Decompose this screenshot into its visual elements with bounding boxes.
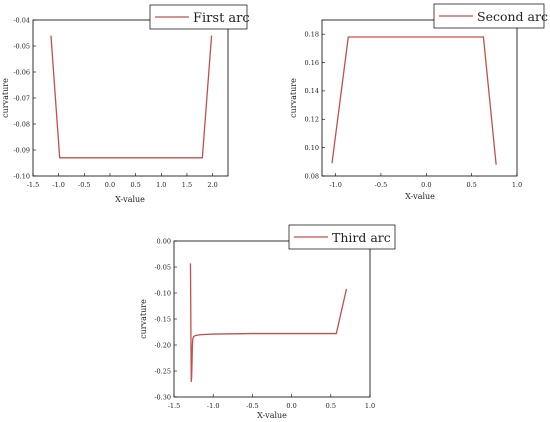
series-line-first-arc <box>50 35 213 159</box>
y-axis-label: curvature <box>289 78 298 118</box>
y-tick-label: -0.10 <box>154 289 171 297</box>
chart-third-arc: X-value curvature Third arc -1.5 -1.0 -0.5… <box>139 224 396 420</box>
x-tick-label: -0.5 <box>246 402 259 410</box>
chart-first-arc: X-value curvature First arc -1.5 -1.0 -0.5… <box>1 4 250 204</box>
y-tick-label: 0.12 <box>305 116 319 124</box>
x-tick-label: 0.5 <box>130 181 140 189</box>
y-tick-label: -0.15 <box>154 315 171 323</box>
y-tick-label: -0.08 <box>13 120 30 128</box>
x-tick-label: -1.0 <box>52 181 65 189</box>
y-tick-label: -0.09 <box>13 146 30 154</box>
x-tick-label: 1.0 <box>365 402 375 410</box>
legend: Third arc <box>288 224 396 250</box>
x-tick-label: 0.0 <box>421 181 431 189</box>
y-tick-label: 0.00 <box>157 237 171 245</box>
y-tick-label: 0.08 <box>305 172 319 180</box>
plot-frame <box>321 19 518 177</box>
y-tick-label: 0.16 <box>305 59 319 67</box>
y-tick-label: -0.25 <box>154 367 171 375</box>
y-tick-label: -0.06 <box>13 68 30 76</box>
x-tick-label: -1.5 <box>168 402 181 410</box>
x-tick-label: 0.0 <box>286 402 296 410</box>
x-tick-label: 1.0 <box>512 181 522 189</box>
y-tick-label: -0.05 <box>13 42 30 50</box>
plot-frame <box>32 19 229 177</box>
y-tick-label: -0.04 <box>13 16 30 24</box>
x-tick-label: 1.5 <box>182 181 192 189</box>
chart-second-arc: X-value curvature Second arc -1.0 -0.5 0.0… <box>289 3 548 201</box>
legend-label-second-arc: Second arc <box>477 9 548 24</box>
series-line-second-arc <box>331 36 497 165</box>
y-tick-label: -0.10 <box>13 172 30 180</box>
x-tick-label: -0.5 <box>375 181 388 189</box>
y-tick-label: 0.10 <box>305 144 319 152</box>
y-axis-label: curvature <box>139 299 148 339</box>
y-tick-label: -0.30 <box>154 393 171 401</box>
x-tick-label: 1.0 <box>156 181 166 189</box>
legend-label-third-arc: Third arc <box>332 230 391 245</box>
y-tick-label: 0.14 <box>305 87 319 95</box>
x-tick-label: 2.0 <box>207 181 217 189</box>
y-tick-label: -0.05 <box>154 263 171 271</box>
x-axis-label: X-value <box>257 411 287 420</box>
y-tick-label: -0.07 <box>13 94 30 102</box>
x-tick-label: -1.0 <box>329 181 342 189</box>
series-line-third-arc <box>189 263 348 383</box>
x-axis-label: X-value <box>115 195 145 204</box>
x-tick-label: 0.5 <box>326 402 336 410</box>
y-axis-label: curvature <box>1 78 10 118</box>
x-tick-label: -0.5 <box>78 181 91 189</box>
x-tick-label: -1.0 <box>207 402 220 410</box>
y-tick-label: -0.20 <box>154 341 171 349</box>
legend: First arc <box>149 4 250 30</box>
legend: Second arc <box>433 3 548 29</box>
x-tick-label: 0.0 <box>105 181 115 189</box>
x-axis-label: X-value <box>405 192 435 201</box>
x-tick-label: -1.5 <box>27 181 40 189</box>
y-tick-label: 0.18 <box>305 30 319 38</box>
plot-frame <box>173 240 371 398</box>
x-tick-label: 0.5 <box>466 181 476 189</box>
legend-label-first-arc: First arc <box>193 11 250 26</box>
